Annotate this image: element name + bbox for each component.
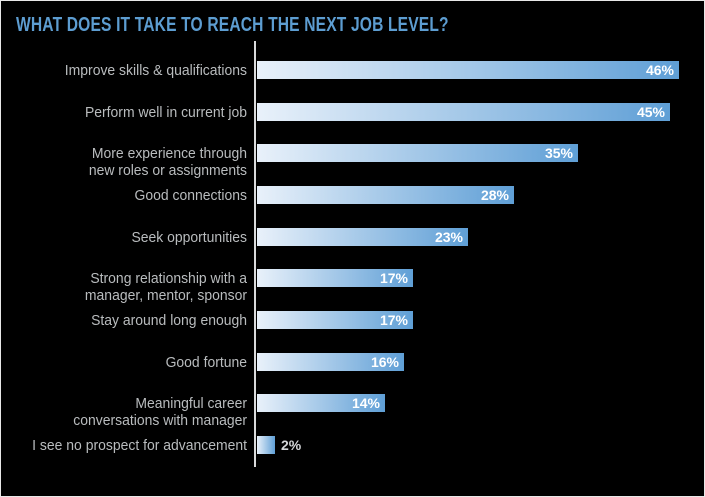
bar-label: Improve skills & qualifications	[64, 62, 247, 79]
bar: 16%	[257, 353, 404, 371]
bar-label: Meaningful career conversations with mana…	[73, 395, 247, 429]
bar: 14%	[257, 394, 385, 412]
bar-label: Stay around long enough	[91, 312, 248, 329]
bar: 35%	[257, 144, 578, 162]
bar: 45%	[257, 103, 670, 121]
bar-row: Good fortune 16%	[1, 353, 704, 373]
bar-value-label: 16%	[370, 354, 399, 370]
bar-label: Perform well in current job	[84, 104, 247, 121]
bar-row: Improve skills & qualifications 46%	[1, 61, 704, 81]
bar: 17%	[257, 269, 413, 287]
bar-row: I see no prospect for advancement 2%	[1, 436, 704, 456]
bar-row: Stay around long enough 17%	[1, 311, 704, 331]
bar-value-label: 2%	[281, 437, 302, 453]
bar-row: Seek opportunities 23%	[1, 228, 704, 248]
bar: 23%	[257, 228, 468, 246]
bar-label: Strong relationship with a manager, mento…	[84, 270, 248, 304]
bar: 2%	[257, 436, 301, 454]
bar: 46%	[257, 61, 679, 79]
bar-value-label: 46%	[645, 62, 674, 78]
bar-value-label: 45%	[636, 104, 665, 120]
bar-label: I see no prospect for advancement	[32, 437, 247, 454]
y-axis-line	[254, 41, 256, 467]
bar-row: Strong relationship with a manager, mento…	[1, 269, 704, 304]
bar-row: Meaningful career conversations with mana…	[1, 394, 704, 429]
bar: 28%	[257, 186, 514, 204]
chart-title: WHAT DOES IT TAKE TO REACH THE NEXT JOB …	[16, 14, 449, 36]
bar-value-label: 14%	[351, 395, 380, 411]
bar-value-label: 17%	[379, 270, 408, 286]
bar-value-label: 23%	[434, 229, 463, 245]
bar-label: Good connections	[134, 187, 247, 204]
bar-label: Good fortune	[165, 354, 247, 371]
bar-row: Perform well in current job 45%	[1, 103, 704, 123]
bar: 17%	[257, 311, 413, 329]
bar-row: Good connections 28%	[1, 186, 704, 206]
bar-row: More experience through new roles or assi…	[1, 144, 704, 179]
bar-value-label: 17%	[379, 312, 408, 328]
bar-label: More experience through new roles or assi…	[88, 145, 248, 179]
bar-value-label: 28%	[480, 187, 509, 203]
bar-value-label: 35%	[544, 145, 573, 161]
bar-label: Seek opportunities	[131, 229, 247, 246]
